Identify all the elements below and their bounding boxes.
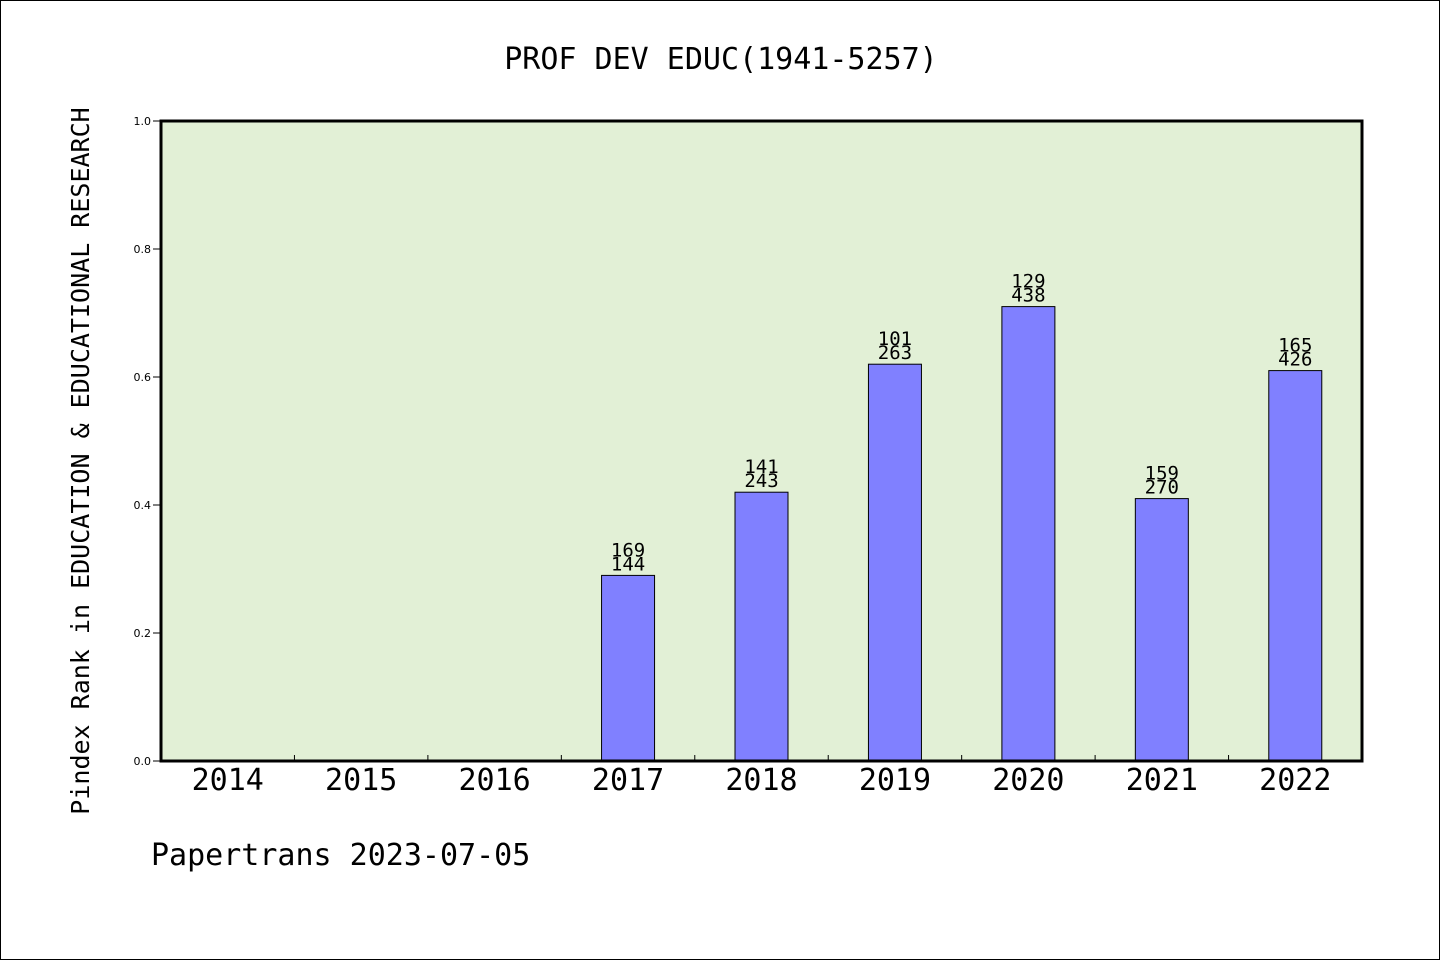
bar-label-bottom: 243 bbox=[744, 470, 778, 492]
x-tick-label: 2022 bbox=[1259, 763, 1331, 798]
x-tick-label: 2017 bbox=[592, 763, 664, 798]
x-tick-label: 2014 bbox=[192, 763, 264, 798]
bar-2022 bbox=[1268, 370, 1323, 762]
y-tick-label: 0.0 bbox=[134, 755, 152, 768]
bar-label-bottom: 270 bbox=[1145, 477, 1179, 499]
bar-label-top: 129 bbox=[1011, 271, 1045, 293]
bar-2020 bbox=[1001, 306, 1056, 762]
x-tick-label: 2015 bbox=[325, 763, 397, 798]
bar-label-bottom: 426 bbox=[1278, 349, 1312, 371]
bar-label-top: 165 bbox=[1278, 335, 1312, 357]
x-tick-label: 2021 bbox=[1126, 763, 1198, 798]
y-tick-label: 0.4 bbox=[134, 499, 152, 512]
bar-2017 bbox=[601, 574, 656, 762]
plot-frame bbox=[159, 119, 1364, 763]
x-tick-label: 2019 bbox=[859, 763, 931, 798]
y-axis-label: Pindex Rank in EDUCATION & EDUCATIONAL R… bbox=[66, 107, 95, 814]
x-tick-label: 2018 bbox=[725, 763, 797, 798]
bar-label-bottom: 144 bbox=[611, 553, 645, 575]
footer-credit: Papertrans 2023-07-05 bbox=[151, 838, 530, 873]
x-tick-label: 2016 bbox=[458, 763, 530, 798]
bar-2021 bbox=[1134, 498, 1189, 762]
bar-label-top: 169 bbox=[611, 539, 645, 561]
chart-title: PROF DEV EDUC(1941-5257) bbox=[504, 42, 937, 77]
bar-label-bottom: 263 bbox=[878, 342, 912, 364]
bar-label-top: 159 bbox=[1145, 463, 1179, 485]
x-axis-tick-labels: 2014 2015 2016 2017 2018 2019 2020 2021 2022 bbox=[192, 763, 1332, 798]
y-tick-label: 0.2 bbox=[134, 627, 152, 640]
bar-2019 bbox=[867, 363, 922, 762]
x-tick-label: 2020 bbox=[992, 763, 1064, 798]
y-tick-label: 1.0 bbox=[134, 115, 152, 128]
bar-label-top: 101 bbox=[878, 328, 912, 350]
bar-2018 bbox=[734, 491, 789, 762]
y-tick-label: 0.8 bbox=[134, 243, 152, 256]
y-tick-label: 0.6 bbox=[134, 371, 152, 384]
y-axis-ticks: 0.0 0.2 0.4 0.6 0.8 1.0 bbox=[134, 115, 161, 768]
bars-group bbox=[601, 306, 1323, 762]
bar-label-bottom: 438 bbox=[1011, 285, 1045, 307]
bar-label-top: 141 bbox=[744, 456, 778, 478]
